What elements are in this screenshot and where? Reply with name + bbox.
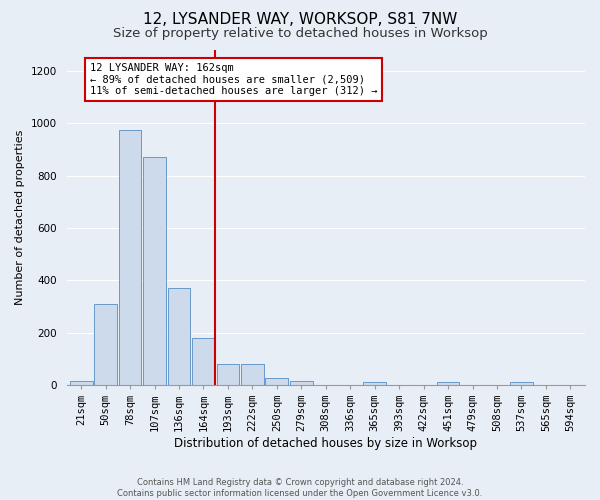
Bar xyxy=(437,382,460,385)
Bar xyxy=(265,378,288,385)
Bar xyxy=(94,304,117,385)
Text: Contains HM Land Registry data © Crown copyright and database right 2024.
Contai: Contains HM Land Registry data © Crown c… xyxy=(118,478,482,498)
Text: 12 LYSANDER WAY: 162sqm
← 89% of detached houses are smaller (2,509)
11% of semi: 12 LYSANDER WAY: 162sqm ← 89% of detache… xyxy=(90,63,377,96)
X-axis label: Distribution of detached houses by size in Worksop: Distribution of detached houses by size … xyxy=(174,437,477,450)
Bar xyxy=(290,381,313,385)
Bar xyxy=(143,158,166,385)
Bar xyxy=(364,382,386,385)
Bar xyxy=(119,130,142,385)
Y-axis label: Number of detached properties: Number of detached properties xyxy=(15,130,25,305)
Bar xyxy=(167,288,190,385)
Text: 12, LYSANDER WAY, WORKSOP, S81 7NW: 12, LYSANDER WAY, WORKSOP, S81 7NW xyxy=(143,12,457,28)
Text: Size of property relative to detached houses in Worksop: Size of property relative to detached ho… xyxy=(113,28,487,40)
Bar xyxy=(70,381,92,385)
Bar xyxy=(241,364,264,385)
Bar xyxy=(510,382,533,385)
Bar xyxy=(192,338,215,385)
Bar xyxy=(217,364,239,385)
